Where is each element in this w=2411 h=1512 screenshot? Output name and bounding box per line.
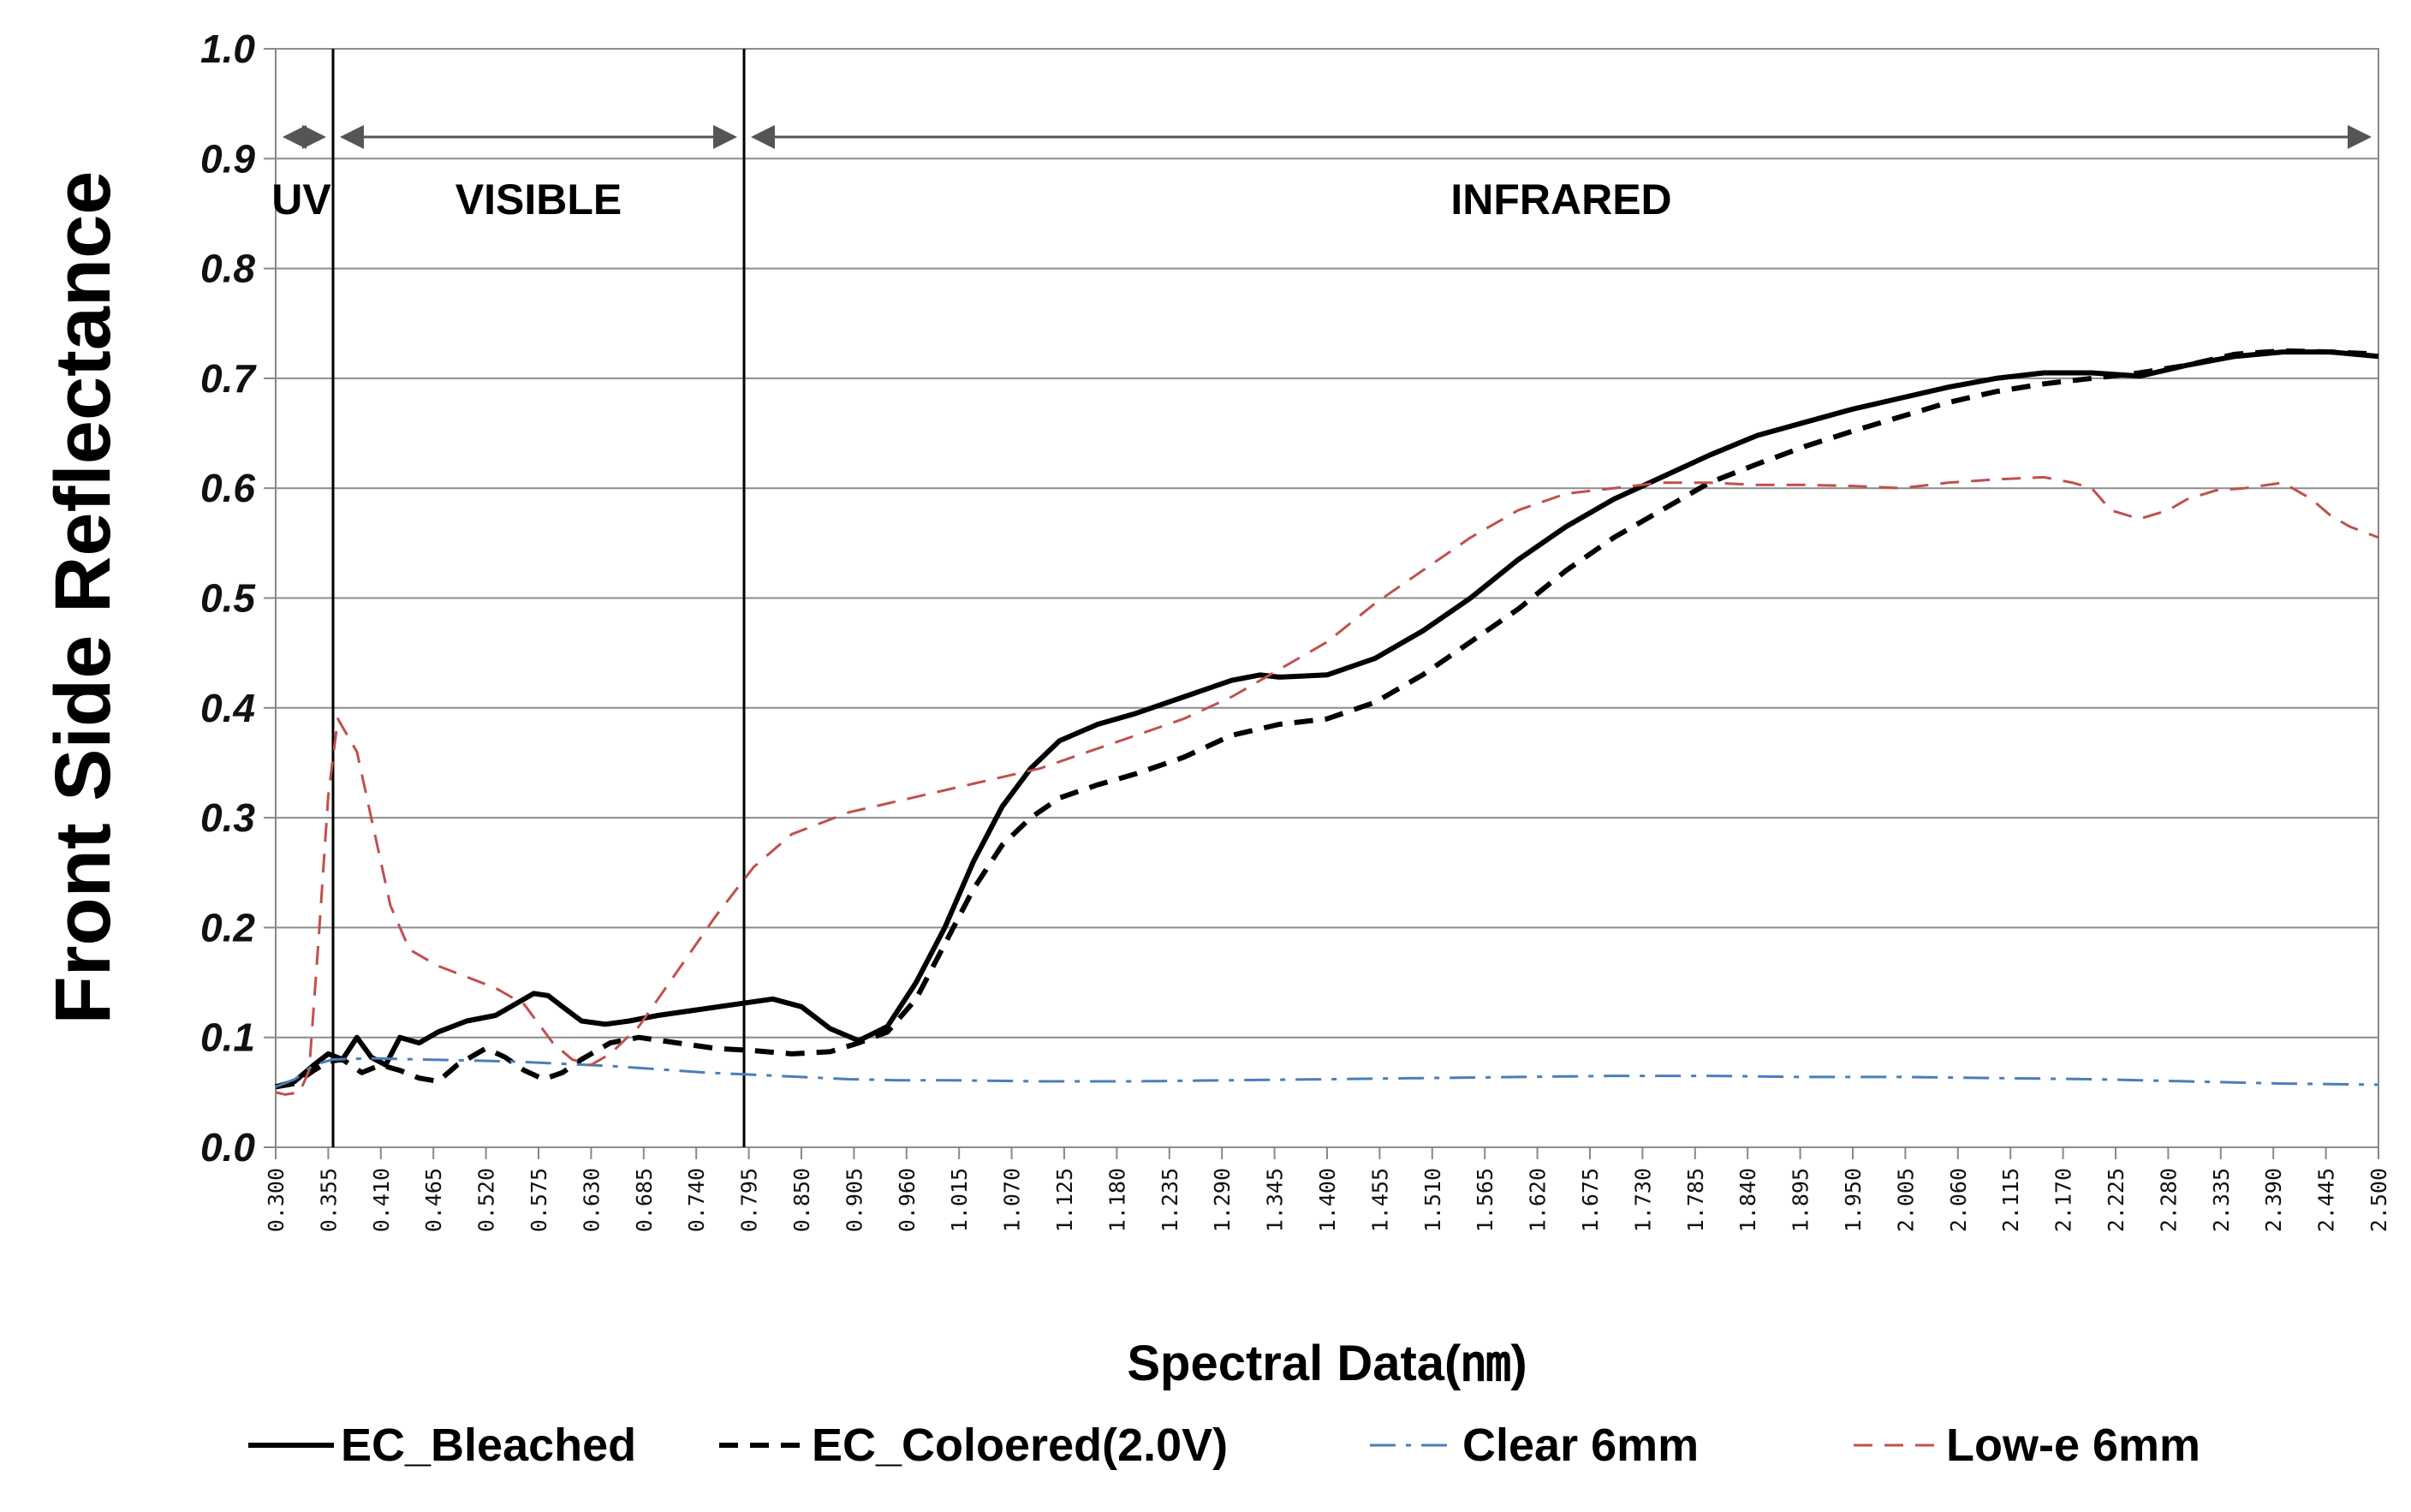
x-tick-label: 2.005 <box>1893 1168 1918 1232</box>
x-tick-label: 1.125 <box>1052 1168 1077 1232</box>
series-line-clear-6mm <box>275 1057 2379 1088</box>
region-arrowhead <box>301 125 326 149</box>
x-tick-label: 0.685 <box>632 1168 657 1232</box>
x-tick-label: 1.015 <box>947 1168 972 1232</box>
y-tick-label: 1.0 <box>200 27 255 71</box>
x-tick-label: 1.345 <box>1263 1168 1288 1232</box>
x-tick-label: 0.960 <box>895 1168 920 1232</box>
x-tick-label: 2.500 <box>2366 1168 2391 1232</box>
region-arrowhead <box>713 125 738 149</box>
legend: EC_Bleached EC_Coloered(2.0V) Clear 6mm Low… <box>248 1420 2200 1471</box>
region-arrowhead <box>283 125 307 149</box>
x-tick-label: 1.950 <box>1841 1168 1866 1232</box>
x-tick-label: 0.355 <box>316 1168 341 1232</box>
x-tick-label: 1.895 <box>1789 1168 1813 1232</box>
x-tick-label: 0.630 <box>579 1168 604 1232</box>
x-tick-label: 1.180 <box>1104 1168 1129 1232</box>
x-tick-label: 0.410 <box>369 1168 394 1232</box>
x-tick-label: 0.300 <box>264 1168 289 1232</box>
x-tick-label: 1.620 <box>1526 1168 1551 1232</box>
x-tick-label: 1.070 <box>1000 1168 1025 1232</box>
x-tick-label: 2.060 <box>1946 1168 1971 1232</box>
series-line-low-e-6mm <box>275 475 2379 1096</box>
x-tick-label: 0.740 <box>684 1168 709 1232</box>
y-tick-labels: 0.0 0.1 0.2 0.3 0.4 0.5 0.6 0.7 0.8 0.9 1.0 <box>200 27 257 1170</box>
x-tick-label: 1.840 <box>1735 1168 1760 1232</box>
x-tick-label: 2.170 <box>2051 1168 2076 1232</box>
x-tick-label: 1.400 <box>1315 1168 1340 1232</box>
x-tick-label: 2.280 <box>2156 1168 2181 1232</box>
region-arrowhead <box>751 125 776 149</box>
data-series <box>275 348 2379 1096</box>
legend-label: Clear 6mm <box>1462 1420 1699 1471</box>
x-tick-label: 0.465 <box>421 1168 446 1232</box>
x-tick-label: 0.905 <box>842 1168 866 1232</box>
x-tick-label: 0.850 <box>789 1168 814 1232</box>
x-tick-label: 1.565 <box>1473 1168 1497 1232</box>
x-tick-label: 2.225 <box>2104 1168 2128 1232</box>
region-label: VISIBLE <box>455 176 622 223</box>
y-tick-label: 0.3 <box>200 795 255 840</box>
x-tick-label: 2.390 <box>2261 1168 2286 1232</box>
region-label: UV <box>271 176 331 223</box>
y-tick-label: 0.9 <box>200 136 255 181</box>
x-tick-label: 1.785 <box>1683 1168 1708 1232</box>
spectral-regions: UV VISIBLE INFRARED <box>271 49 2372 1147</box>
gridlines <box>264 48 2379 1159</box>
legend-label: EC_Coloered(2.0V) <box>812 1420 1228 1471</box>
region-arrowhead <box>2348 125 2372 149</box>
x-axis-label: Spectral Data(㎚) <box>1127 1336 1527 1391</box>
y-tick-label: 0.1 <box>200 1015 255 1060</box>
y-tick-label: 0.2 <box>200 905 255 949</box>
x-tick-label: 2.445 <box>2314 1168 2339 1232</box>
x-tick-label: 0.575 <box>527 1168 551 1232</box>
y-tick-label: 0.6 <box>200 466 255 510</box>
y-tick-label: 0.7 <box>200 356 257 401</box>
x-tick-labels: 0.300 0.355 0.410 0.465 0.520 0.575 0.630 0.685… <box>264 1168 2391 1232</box>
region-arrowhead <box>339 125 364 149</box>
x-tick-label: 0.520 <box>474 1168 499 1232</box>
x-tick-label: 1.455 <box>1367 1168 1392 1232</box>
x-tick-label: 1.730 <box>1630 1168 1655 1232</box>
series-line-ec-bleached <box>275 349 2379 1090</box>
series-line-ec-coloered-2-0v <box>275 348 2379 1090</box>
region-label: INFRARED <box>1450 176 1671 223</box>
x-tick-label: 1.675 <box>1578 1168 1603 1232</box>
x-tick-label: 1.290 <box>1210 1168 1235 1232</box>
y-tick-label: 0.4 <box>200 686 255 730</box>
x-tick-label: 2.335 <box>2209 1168 2234 1232</box>
legend-label: Low-e 6mm <box>1946 1420 2200 1471</box>
y-axis-label: Front Side Reflectance <box>39 171 127 1025</box>
x-tick-label: 1.510 <box>1420 1168 1445 1232</box>
y-tick-label: 0.8 <box>200 247 255 291</box>
y-tick-label: 0.5 <box>200 576 256 621</box>
x-tick-label: 2.115 <box>1998 1168 2023 1232</box>
y-tick-label: 0.0 <box>200 1125 255 1170</box>
legend-label: EC_Bleached <box>341 1420 636 1471</box>
x-tick-label: 0.795 <box>737 1168 762 1232</box>
x-tick-label: 1.235 <box>1158 1168 1182 1232</box>
